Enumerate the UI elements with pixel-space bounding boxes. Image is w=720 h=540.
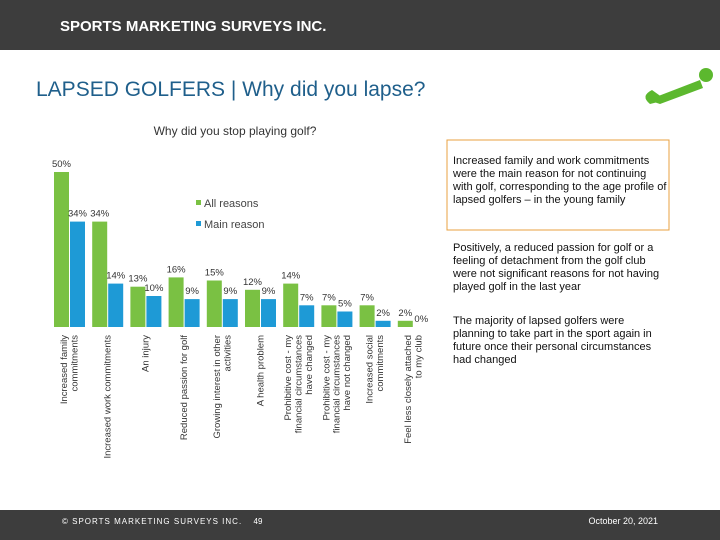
category-label: A health problem <box>255 335 266 406</box>
value-label: 7% <box>300 292 314 303</box>
value-label: 15% <box>205 268 225 279</box>
bar <box>397 320 413 327</box>
bar <box>222 299 238 327</box>
bar <box>168 277 184 327</box>
value-label: 9% <box>223 286 237 297</box>
brand: SPORTS MARKETING SURVEYS INC. <box>60 18 326 35</box>
value-label: 34% <box>90 209 110 220</box>
chart-title: LAPSED GOLFERS | Why did you lapse? <box>36 78 425 101</box>
legend-swatch <box>196 200 201 205</box>
bar <box>146 296 162 327</box>
value-label: 5% <box>338 299 352 310</box>
legend-swatch <box>196 221 201 226</box>
chart-subtitle: Why did you stop playing golf? <box>154 124 317 138</box>
value-label: 12% <box>243 277 263 288</box>
note: The majority of lapsed golfers were plan… <box>453 315 652 366</box>
date: October 20, 2021 <box>588 516 658 526</box>
value-label: 7% <box>360 292 374 303</box>
copyright: © SPORTS MARKETING SURVEYS INC. <box>62 517 242 526</box>
value-label: 14% <box>281 271 301 282</box>
bar <box>337 311 353 327</box>
bar <box>245 289 260 327</box>
callout-box <box>446 139 670 231</box>
category-label: Increased socialcommitments <box>365 335 386 404</box>
bar <box>375 320 391 327</box>
category-label: Increased work commitments <box>103 335 114 459</box>
legend-label: All reasons <box>204 198 259 210</box>
bar <box>261 299 276 327</box>
value-label: 9% <box>262 286 276 297</box>
bar <box>184 299 200 327</box>
bar <box>206 280 222 327</box>
legend-label: Main reason <box>204 219 265 231</box>
value-label: 50% <box>52 159 72 170</box>
value-label: 16% <box>167 264 187 275</box>
value-label: 13% <box>128 274 148 285</box>
golf-icon <box>645 68 713 104</box>
category-label: Increased familycommitments <box>59 335 80 404</box>
bar <box>359 305 375 327</box>
bar <box>283 283 299 327</box>
note: Positively, a reduced passion for golf o… <box>453 242 660 293</box>
value-label: 0% <box>414 314 428 325</box>
bar <box>92 221 108 327</box>
value-label: 10% <box>144 283 164 294</box>
category-label: Prohibitive cost - myfinancial circumsta… <box>321 335 353 433</box>
note: Increased family and work commitments we… <box>453 155 667 206</box>
category-label: Prohibitive cost - myfinancial circumsta… <box>283 335 315 433</box>
bar <box>321 305 337 327</box>
bar <box>130 286 146 327</box>
bar <box>299 305 315 327</box>
category-label: Reduced passion for golf <box>179 335 190 440</box>
header-band <box>0 0 720 50</box>
bar <box>108 283 124 327</box>
value-label: 2% <box>398 308 412 319</box>
value-label: 34% <box>68 209 88 220</box>
bar <box>54 172 69 327</box>
page-number: 49 <box>254 517 263 526</box>
footer-band <box>0 510 720 540</box>
value-label: 2% <box>376 308 390 319</box>
category-label: Growing interest in otheractivities <box>212 335 233 439</box>
category-label: An injury <box>141 335 152 372</box>
bar <box>70 221 85 327</box>
value-label: 7% <box>322 292 336 303</box>
value-label: 14% <box>106 271 126 282</box>
value-label: 9% <box>185 286 199 297</box>
category-label: Feel less closely attachedto my club <box>403 335 424 444</box>
